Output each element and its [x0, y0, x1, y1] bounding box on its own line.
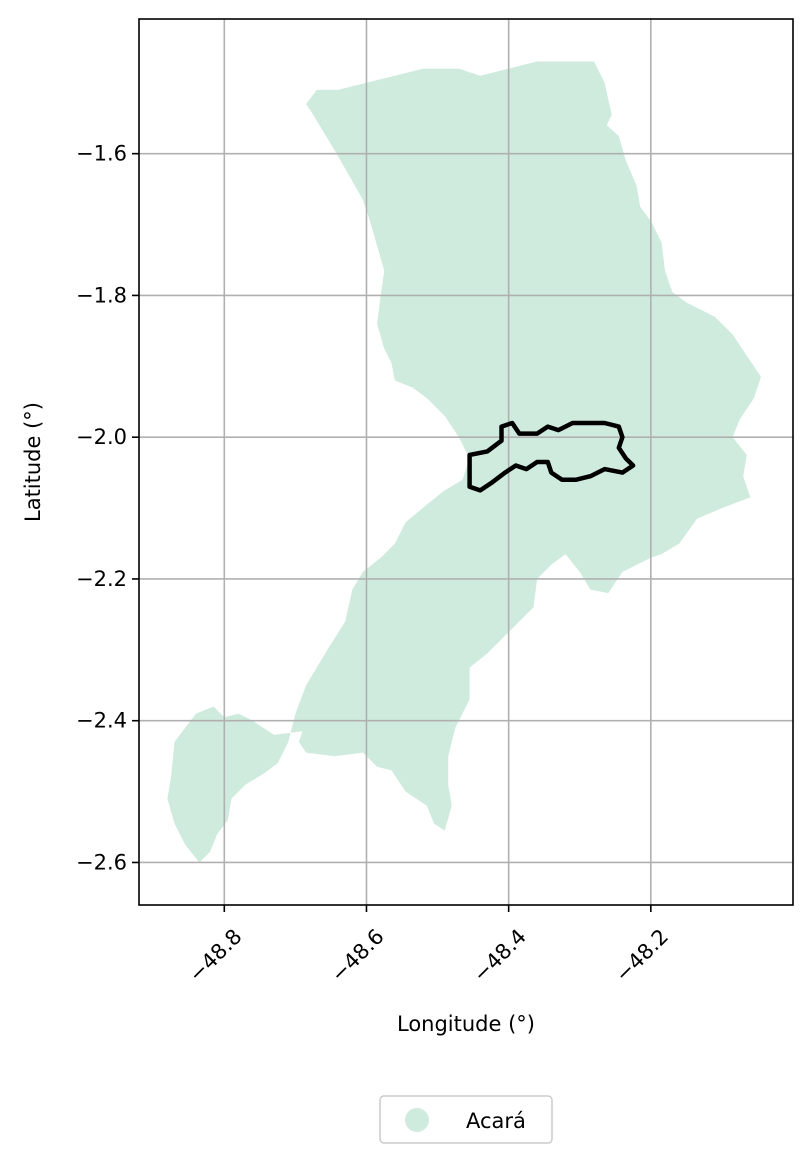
y-tick-label-0: −1.6 — [76, 142, 127, 166]
region-layer — [167, 61, 761, 863]
x-tick-label-1: −48.6 — [326, 924, 388, 986]
legend-label-acara: Acará — [466, 1109, 526, 1133]
y-tick-label-1: −1.8 — [76, 283, 127, 307]
legend: Acará — [379, 1095, 553, 1144]
x-axis-label: Longitude (°) — [397, 1012, 535, 1036]
y-tick-label-5: −2.6 — [76, 850, 127, 874]
x-tick-label-3: −48.2 — [611, 924, 673, 986]
legend-marker-acara — [405, 1108, 429, 1132]
outline-layer — [467, 420, 636, 493]
x-tick-label-0: −48.8 — [184, 924, 246, 986]
y-tick-label-3: −2.2 — [76, 567, 127, 591]
legend-frame — [379, 1095, 553, 1144]
highlighted-area-outline — [467, 420, 636, 493]
acara-region — [167, 61, 761, 863]
y-axis-label: Latitude (°) — [21, 402, 45, 522]
plot-frame — [138, 18, 794, 906]
grid-layer — [139, 19, 793, 905]
x-tick-label-2: −48.4 — [468, 924, 530, 986]
y-tick-label-2: −2.0 — [76, 425, 127, 449]
y-tick-label-4: −2.4 — [76, 709, 127, 733]
